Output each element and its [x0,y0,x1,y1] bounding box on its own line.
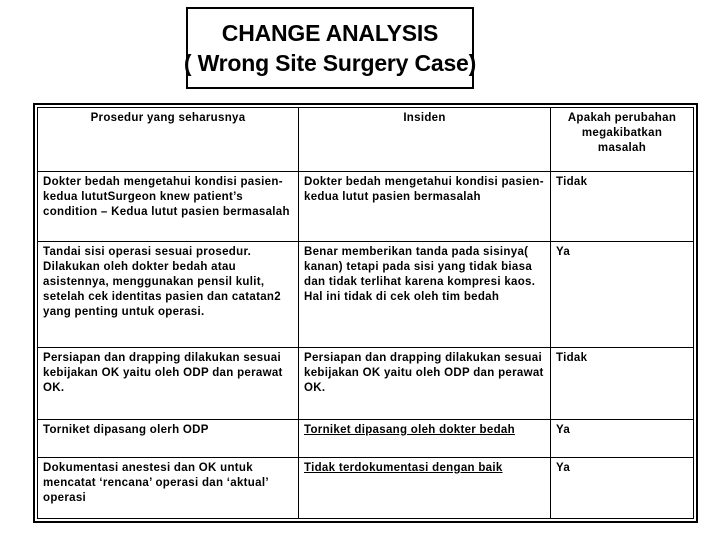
table-header-row: Prosedur yang seharusnya Insiden Apakah … [37,107,694,172]
header-prosedur: Prosedur yang seharusnya [37,107,299,172]
cell-insiden: Dokter bedah mengetahui kondisi pasien-k… [298,171,551,242]
cell-prosedur: Torniket dipasang olerh ODP [37,419,299,458]
cell-prosedur: Dokumentasi anestesi dan OK untuk mencat… [37,457,299,519]
title-box: CHANGE ANALYSIS ( Wrong Site Surgery Cas… [183,7,477,89]
title-line-1: CHANGE ANALYSIS [221,20,439,46]
table-row: Tandai sisi operasi sesuai prosedur. Dil… [37,241,694,348]
cell-masalah: Tidak [550,347,694,420]
cell-insiden: Persiapan dan drapping dilakukan sesuai … [298,347,551,420]
table-row: Torniket dipasang olerh ODP Torniket dip… [37,419,694,458]
cell-masalah: Tidak [550,171,694,242]
title-line-2: ( Wrong Site Surgery Case) [183,50,477,76]
cell-masalah: Ya [550,241,694,348]
table-row: Dokumentasi anestesi dan OK untuk mencat… [37,457,694,519]
cell-insiden: Torniket dipasang oleh dokter bedah [298,419,551,458]
table-row: Dokter bedah mengetahui kondisi pasien-k… [37,171,694,242]
change-analysis-table-frame: Prosedur yang seharusnya Insiden Apakah … [33,103,698,523]
change-analysis-table: Prosedur yang seharusnya Insiden Apakah … [37,107,694,519]
cell-prosedur: Tandai sisi operasi sesuai prosedur. Dil… [37,241,299,348]
cell-masalah: Ya [550,419,694,458]
cell-prosedur: Dokter bedah mengetahui kondisi pasien-k… [37,171,299,242]
cell-masalah: Ya [550,457,694,519]
cell-insiden: Benar memberikan tanda pada sisinya( kan… [298,241,551,348]
header-masalah: Apakah perubahan megakibatkan masalah [550,107,694,172]
cell-prosedur: Persiapan dan drapping dilakukan sesuai … [37,347,299,420]
cell-insiden: Tidak terdokumentasi dengan baik [298,457,551,519]
table-row: Persiapan dan drapping dilakukan sesuai … [37,347,694,420]
header-insiden: Insiden [298,107,551,172]
